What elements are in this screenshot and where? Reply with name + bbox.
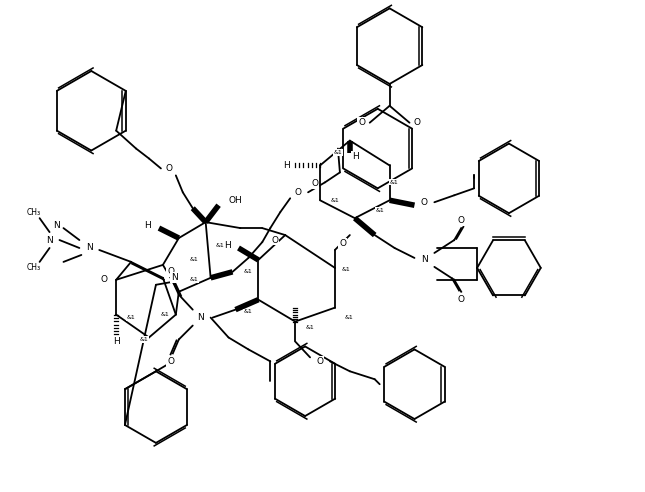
Text: O: O <box>358 118 365 127</box>
Text: &1: &1 <box>161 312 170 317</box>
Text: &1: &1 <box>244 309 252 314</box>
Text: O: O <box>458 215 464 225</box>
Text: &1: &1 <box>244 269 252 275</box>
Text: &1: &1 <box>330 198 339 203</box>
Text: &1: &1 <box>215 243 224 247</box>
Text: &1: &1 <box>190 257 199 262</box>
Text: &1: &1 <box>306 325 315 330</box>
Text: H: H <box>224 242 230 250</box>
Text: &1: &1 <box>390 180 399 185</box>
Text: N: N <box>171 274 177 282</box>
Text: H: H <box>352 152 359 161</box>
Text: N: N <box>86 244 93 252</box>
Text: &1: &1 <box>375 208 384 213</box>
Text: O: O <box>458 295 464 304</box>
Text: &1: &1 <box>333 150 342 155</box>
Text: O: O <box>272 236 278 245</box>
Text: O: O <box>167 267 174 277</box>
Text: H: H <box>283 161 290 170</box>
Text: &1: &1 <box>345 315 353 320</box>
Text: N: N <box>46 236 53 245</box>
Text: O: O <box>421 198 428 207</box>
Text: N: N <box>421 255 428 264</box>
Text: N: N <box>197 313 204 322</box>
Text: N: N <box>53 220 60 230</box>
Text: &1: &1 <box>139 337 148 342</box>
Text: &1: &1 <box>342 267 351 273</box>
Text: O: O <box>311 179 318 188</box>
Text: H: H <box>144 220 151 230</box>
Text: CH₃: CH₃ <box>26 208 41 216</box>
Text: O: O <box>339 239 346 247</box>
Text: &1: &1 <box>126 315 135 320</box>
Text: O: O <box>317 357 324 366</box>
Text: O: O <box>295 188 302 197</box>
Text: &1: &1 <box>190 277 199 282</box>
Text: O: O <box>167 357 174 366</box>
Text: O: O <box>100 276 107 284</box>
Text: CH₃: CH₃ <box>26 263 41 273</box>
Text: O: O <box>165 164 172 173</box>
Text: H: H <box>113 337 119 346</box>
Text: OH: OH <box>228 196 243 205</box>
Text: O: O <box>414 118 421 127</box>
